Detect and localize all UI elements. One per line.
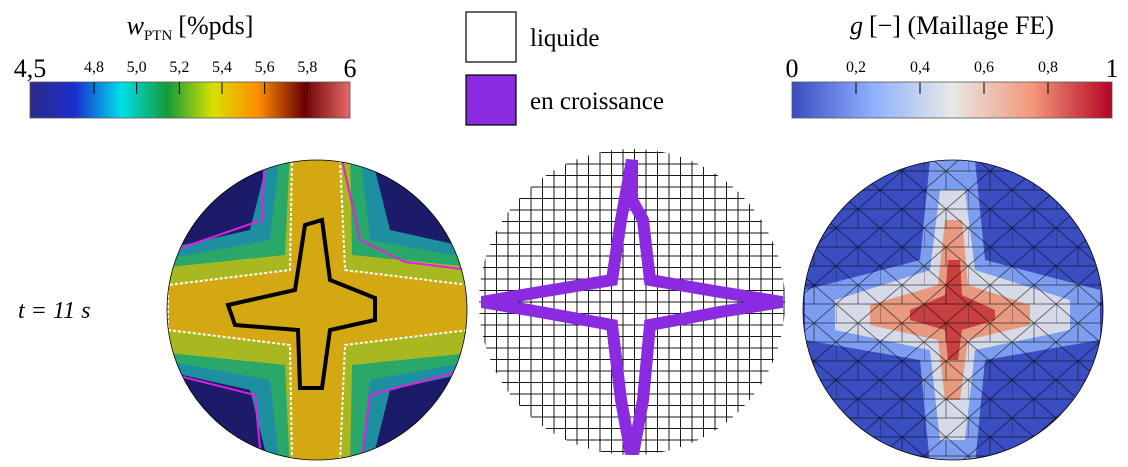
- colorbar-tick-label: 0,8: [1038, 59, 1058, 76]
- domain-outline: [166, 159, 468, 461]
- colorbar-tick-label: 1: [1106, 54, 1119, 83]
- colorbar-title: wPTN [%pds]: [127, 11, 254, 44]
- colorbar-tick-label: 4,5: [14, 54, 47, 83]
- concentration-field: [167, 160, 467, 460]
- colorbar-frame: [29, 81, 351, 119]
- title-symbol: g: [850, 11, 863, 40]
- colorbar: [792, 82, 1112, 118]
- title-unit: [−] (Maillage FE): [869, 11, 1054, 40]
- colorbar-tick-label: 5,4: [212, 59, 232, 76]
- colorbar-tick-label: 0,6: [974, 59, 994, 76]
- legend-label: liquide: [530, 25, 599, 52]
- colorbar-tick-label: 4,8: [84, 59, 104, 76]
- fe-mesh-field: [803, 160, 1103, 460]
- colorbar: [30, 82, 350, 118]
- colorbar-tick-label: 0,2: [846, 59, 866, 76]
- colorbar-tick-label: 0: [786, 54, 799, 83]
- ca-grid: [479, 149, 785, 455]
- colorbar-tick-label: 0,4: [910, 59, 930, 76]
- title-subscript: PTN: [144, 28, 173, 44]
- colorbar-frame: [791, 81, 1113, 119]
- colorbar-tick-label: 6: [344, 54, 357, 83]
- colorbar-tick-label: 5,8: [297, 59, 317, 76]
- title-symbol: w: [127, 11, 145, 40]
- colorbar-tick-label: 5,6: [255, 59, 275, 76]
- colorbar-tick-label: 5,2: [169, 59, 189, 76]
- legend-swatch-liquid: [465, 11, 517, 63]
- legend-swatch-growth: [465, 74, 517, 126]
- legend-label: en croissance: [530, 88, 664, 115]
- colorbar-title: g [−] (Maillage FE): [850, 11, 1054, 40]
- domain-outline: [802, 159, 1104, 461]
- title-unit: [%pds]: [178, 11, 253, 40]
- time-label: t = 11 s: [18, 298, 90, 324]
- colorbar-tick-label: 5,0: [127, 59, 147, 76]
